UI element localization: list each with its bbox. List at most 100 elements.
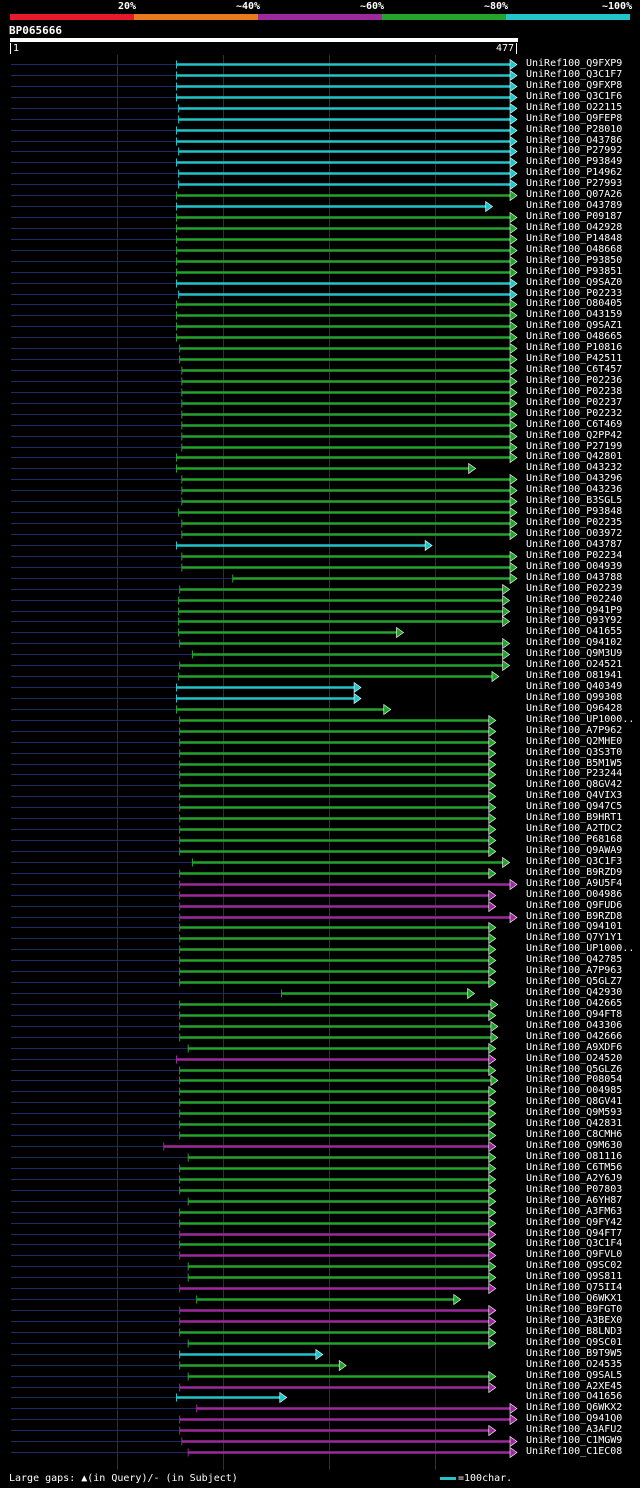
- hit-label[interactable]: UniRef100_O24535: [526, 1358, 623, 1370]
- hit-label[interactable]: UniRef100_O41655: [526, 626, 623, 638]
- hit-label[interactable]: UniRef100_Q9SAZ0: [526, 276, 623, 288]
- hit-label[interactable]: UniRef100_Q94102: [526, 637, 623, 649]
- hit-label[interactable]: UniRef100_P28010: [526, 123, 623, 135]
- hit-label[interactable]: UniRef100_Q42801: [526, 451, 623, 463]
- hit-label[interactable]: UniRef100_Q941P9: [526, 604, 623, 616]
- hit-label[interactable]: UniRef100_Q9SAZ1: [526, 320, 623, 332]
- hit-label[interactable]: UniRef100_Q7Y1Y1: [526, 932, 623, 944]
- hit-label[interactable]: UniRef100_O43306: [526, 1019, 623, 1031]
- hit-label[interactable]: UniRef100_O43236: [526, 484, 623, 496]
- hit-label[interactable]: UniRef100_O03972: [526, 527, 623, 539]
- hit-label[interactable]: UniRef100_Q8GV41: [526, 1096, 623, 1108]
- hit-label[interactable]: UniRef100_O24521: [526, 659, 623, 671]
- hit-label[interactable]: UniRef100_P02240: [526, 593, 623, 605]
- hit-label[interactable]: UniRef100_O43296: [526, 473, 623, 485]
- hit-label[interactable]: UniRef100_Q9FEP8: [526, 112, 623, 124]
- hit-label[interactable]: UniRef100_P27992: [526, 145, 623, 157]
- hit-label[interactable]: UniRef100_O43159: [526, 309, 623, 321]
- hit-label[interactable]: UniRef100_Q941Q0: [526, 1413, 623, 1425]
- hit-label[interactable]: UniRef100_O04986: [526, 888, 623, 900]
- hit-label[interactable]: UniRef100_B5M1W5: [526, 757, 623, 769]
- hit-label[interactable]: UniRef100_P02232: [526, 407, 623, 419]
- hit-label[interactable]: UniRef100_Q9FXP9: [526, 58, 623, 69]
- hit-label[interactable]: UniRef100_Q9FUD6: [526, 899, 623, 911]
- hit-label[interactable]: UniRef100_A2XE45: [526, 1380, 623, 1392]
- hit-label[interactable]: UniRef100_P07803: [526, 1183, 623, 1195]
- hit-label[interactable]: UniRef100_O24520: [526, 1052, 623, 1064]
- hit-label[interactable]: UniRef100_O04985: [526, 1085, 623, 1097]
- hit-label[interactable]: UniRef100_O42665: [526, 997, 623, 1009]
- hit-label[interactable]: UniRef100_O80405: [526, 298, 623, 310]
- hit-label[interactable]: UniRef100_Q9FY42: [526, 1216, 623, 1228]
- hit-label[interactable]: UniRef100_P02235: [526, 517, 623, 529]
- hit-label[interactable]: UniRef100_C1EC08: [526, 1446, 623, 1458]
- hit-label[interactable]: UniRef100_A2Y6J9: [526, 1172, 623, 1184]
- hit-label[interactable]: UniRef100_C8CMH6: [526, 1129, 623, 1141]
- hit-label[interactable]: UniRef100_O43789: [526, 200, 623, 212]
- hit-label[interactable]: UniRef100_Q9FXP8: [526, 79, 623, 91]
- hit-label[interactable]: UniRef100_Q5GLZ7: [526, 976, 623, 988]
- hit-label[interactable]: UniRef100_O43787: [526, 538, 623, 550]
- hit-label[interactable]: UniRef100_O42666: [526, 1030, 623, 1042]
- hit-label[interactable]: UniRef100_A3AFU2: [526, 1424, 623, 1436]
- hit-label[interactable]: UniRef100_A9XDF6: [526, 1041, 623, 1053]
- hit-label[interactable]: UniRef100_Q3S3T0: [526, 746, 623, 758]
- hit-label[interactable]: UniRef100_O48668: [526, 243, 623, 255]
- hit-label[interactable]: UniRef100_O42928: [526, 221, 623, 233]
- hit-label[interactable]: UniRef100_Q42930: [526, 987, 623, 999]
- hit-label[interactable]: UniRef100_P02237: [526, 396, 623, 408]
- hit-label[interactable]: UniRef100_A2TDC2: [526, 823, 623, 835]
- hit-label[interactable]: UniRef100_Q3C1F6: [526, 90, 623, 102]
- hit-label[interactable]: UniRef100_Q8GV42: [526, 779, 623, 791]
- hit-label[interactable]: UniRef100_Q6WKX1: [526, 1293, 623, 1305]
- hit-label[interactable]: UniRef100_P02233: [526, 287, 623, 299]
- hit-label[interactable]: UniRef100_B9FGT0: [526, 1304, 623, 1316]
- hit-label[interactable]: UniRef100_Q2PP42: [526, 429, 623, 441]
- hit-label[interactable]: UniRef100_B9T9W5: [526, 1347, 623, 1359]
- hit-label[interactable]: UniRef100_P09187: [526, 211, 623, 223]
- hit-label[interactable]: UniRef100_Q94101: [526, 921, 623, 933]
- hit-label[interactable]: UniRef100_A3BEX0: [526, 1314, 623, 1326]
- hit-label[interactable]: UniRef100_B8LND3: [526, 1325, 623, 1337]
- hit-label[interactable]: UniRef100_Q99308: [526, 691, 623, 703]
- hit-label[interactable]: UniRef100_UP1000..: [526, 713, 635, 725]
- hit-label[interactable]: UniRef100_O48665: [526, 331, 623, 343]
- hit-label[interactable]: UniRef100_Q947C5: [526, 801, 623, 813]
- hit-label[interactable]: UniRef100_P27199: [526, 440, 623, 452]
- hit-label[interactable]: UniRef100_P02234: [526, 549, 623, 561]
- hit-label[interactable]: UniRef100_C1MGW9: [526, 1435, 623, 1447]
- hit-label[interactable]: UniRef100_Q94FT7: [526, 1227, 623, 1239]
- hit-label[interactable]: UniRef100_A6YH87: [526, 1194, 623, 1206]
- hit-label[interactable]: UniRef100_Q9SAL5: [526, 1369, 623, 1381]
- hit-label[interactable]: UniRef100_O22115: [526, 101, 623, 113]
- hit-label[interactable]: UniRef100_Q9M593: [526, 1107, 623, 1119]
- hit-label[interactable]: UniRef100_Q94FT8: [526, 1008, 623, 1020]
- hit-label[interactable]: UniRef100_P02236: [526, 374, 623, 386]
- hit-label[interactable]: UniRef100_C6T469: [526, 418, 623, 430]
- hit-label[interactable]: UniRef100_O43788: [526, 571, 623, 583]
- hit-label[interactable]: UniRef100_Q42785: [526, 954, 623, 966]
- hit-label[interactable]: UniRef100_Q9M630: [526, 1140, 623, 1152]
- hit-label[interactable]: UniRef100_C6TM56: [526, 1161, 623, 1173]
- hit-label[interactable]: UniRef100_O43786: [526, 134, 623, 146]
- hit-label[interactable]: UniRef100_Q9SC02: [526, 1260, 623, 1272]
- hit-label[interactable]: UniRef100_P93848: [526, 506, 623, 518]
- hit-label[interactable]: UniRef100_A3FM63: [526, 1205, 623, 1217]
- hit-label[interactable]: UniRef100_O81941: [526, 670, 623, 682]
- hit-label[interactable]: UniRef100_Q5GLZ6: [526, 1063, 623, 1075]
- hit-label[interactable]: UniRef100_B9RZD8: [526, 910, 623, 922]
- hit-label[interactable]: UniRef100_P93850: [526, 254, 623, 266]
- hit-label[interactable]: UniRef100_P27993: [526, 178, 623, 190]
- hit-label[interactable]: UniRef100_Q9AWA9: [526, 844, 623, 856]
- hit-label[interactable]: UniRef100_Q4VIX3: [526, 790, 623, 802]
- hit-label[interactable]: UniRef100_Q9FVL0: [526, 1249, 623, 1261]
- hit-label[interactable]: UniRef100_P14848: [526, 232, 623, 244]
- hit-label[interactable]: UniRef100_O43232: [526, 462, 623, 474]
- hit-label[interactable]: UniRef100_Q3C1F4: [526, 1238, 623, 1250]
- hit-label[interactable]: UniRef100_O41656: [526, 1391, 623, 1403]
- hit-label[interactable]: UniRef100_Q3C1F7: [526, 68, 623, 80]
- hit-label[interactable]: UniRef100_Q9S811: [526, 1271, 623, 1283]
- hit-label[interactable]: UniRef100_Q07A26: [526, 189, 623, 201]
- hit-label[interactable]: UniRef100_P23244: [526, 768, 623, 780]
- hit-label[interactable]: UniRef100_Q2MHE0: [526, 735, 623, 747]
